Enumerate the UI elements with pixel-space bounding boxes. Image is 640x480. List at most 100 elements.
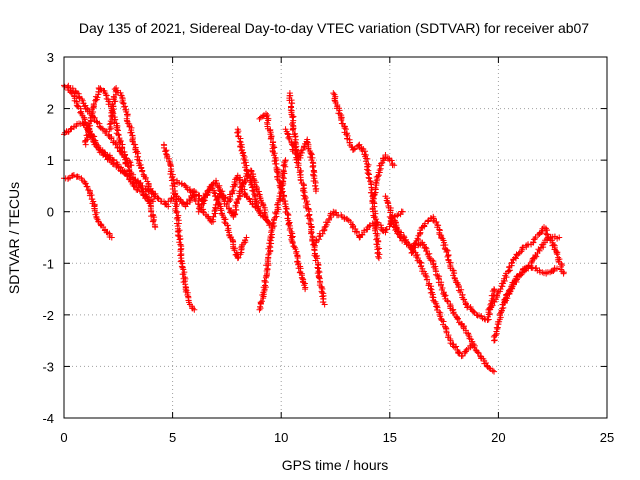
plus-marker [237,184,244,191]
plus-marker [378,160,385,167]
plus-marker [314,270,321,277]
plus-marker [124,112,131,119]
plus-marker [441,293,448,300]
plus-marker [429,257,436,264]
plus-marker [285,134,292,141]
plus-marker [444,253,451,260]
plus-marker [134,186,141,193]
plus-marker [506,267,513,274]
plus-marker [224,222,231,229]
plus-marker [236,179,243,186]
plus-marker [218,210,225,217]
plus-marker [474,349,481,356]
plus-marker [299,146,306,153]
y-tick-label: 0 [47,205,54,220]
series-arc13 [256,110,309,293]
plus-marker [519,244,526,251]
plus-marker [265,219,272,226]
plus-marker [257,303,264,310]
plus-marker [87,122,94,129]
plus-marker [394,212,401,219]
plus-marker [289,240,296,247]
plus-marker [215,199,222,206]
plus-marker [93,214,100,221]
plus-marker [239,146,246,153]
plus-marker [90,101,97,108]
plus-marker [69,172,76,179]
plus-marker [423,276,430,283]
plus-marker [292,133,299,140]
plus-marker [556,234,563,241]
y-tick-label: 3 [47,50,54,65]
plus-marker [313,238,320,245]
plus-marker [382,226,389,233]
plus-marker [525,265,532,272]
plus-marker [137,179,144,186]
series-arc21 [408,213,498,324]
plus-marker [102,130,109,137]
plus-marker [84,134,91,141]
plus-marker [84,183,91,190]
plus-marker [550,241,557,248]
plus-marker [362,148,369,155]
plus-marker [289,127,296,134]
plus-marker [82,180,89,187]
plus-marker [264,265,271,272]
plus-marker [312,182,319,189]
y-tick-label: 2 [47,102,54,117]
plus-marker [90,138,97,145]
plus-marker [399,208,406,215]
plus-marker [375,173,382,180]
plus-marker [455,350,462,357]
plus-marker [396,231,403,238]
plus-marker [560,270,567,277]
plus-marker [372,227,379,234]
series-arc4 [65,84,157,205]
plus-marker [108,234,115,241]
data-marks [61,82,567,375]
plus-marker [280,162,287,169]
plus-marker [123,172,130,179]
plus-marker [397,234,404,241]
plus-marker [210,213,217,220]
plus-marker [512,255,519,262]
plus-marker [187,197,194,204]
plus-marker [177,252,184,259]
plus-marker [249,187,256,194]
plus-marker [120,169,127,176]
plus-marker [243,234,250,241]
plus-marker [165,203,172,210]
plus-marker [375,255,382,262]
plus-marker [209,181,216,187]
plus-marker [236,138,243,145]
series-arc14 [282,126,328,308]
plus-marker [206,186,213,193]
plus-marker [228,234,235,241]
plus-marker [369,198,376,205]
plus-marker [267,135,274,142]
plus-marker [344,216,351,223]
plus-marker [303,138,310,145]
plus-marker [115,164,122,171]
plus-marker [98,125,105,132]
plus-marker [354,229,361,236]
plus-marker [232,211,239,218]
plus-marker [428,286,435,293]
series-arc15 [286,90,320,195]
plus-marker [548,237,555,244]
plus-marker [209,216,216,223]
plus-marker [294,258,301,265]
x-tick-label: 25 [600,430,614,445]
plus-marker [106,121,113,128]
x-tick-label: 15 [383,430,397,445]
plus-marker [173,220,180,227]
series-arc23 [486,224,567,313]
plus-marker [349,224,356,231]
plus-marker [289,114,296,121]
plus-marker [167,162,174,169]
x-tick-label: 0 [60,430,67,445]
plus-marker [116,140,123,147]
plus-marker [365,174,372,181]
plus-marker [152,193,159,200]
plus-marker [86,192,93,199]
